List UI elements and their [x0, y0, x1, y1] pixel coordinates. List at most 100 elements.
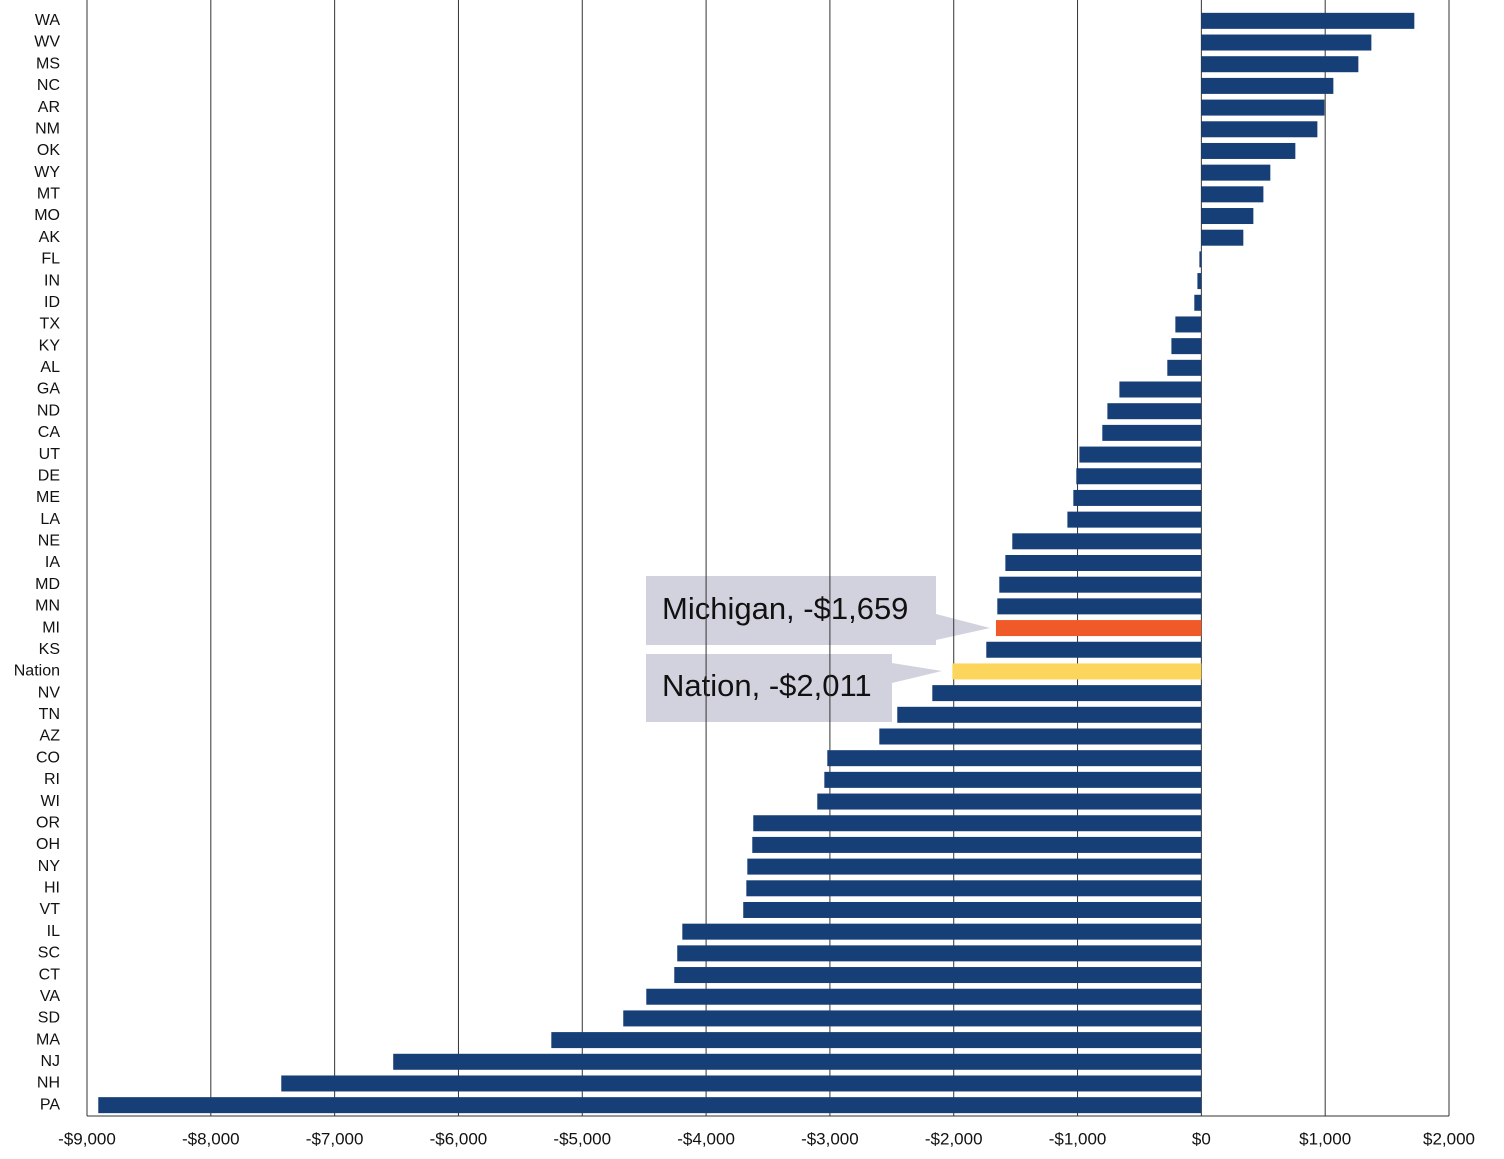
- y-tick-label: TX: [40, 316, 61, 333]
- y-tick-label: FL: [41, 251, 60, 268]
- x-tick-label: -$3,000: [801, 1129, 859, 1148]
- y-tick-label: WV: [34, 34, 60, 51]
- y-tick-label: NH: [37, 1075, 60, 1092]
- bar: [1201, 186, 1264, 203]
- y-tick-label: CA: [38, 424, 61, 441]
- y-tick-label: VA: [40, 988, 60, 1005]
- bar: [1079, 446, 1202, 463]
- y-tick-label: VT: [40, 901, 61, 918]
- bar: [1201, 121, 1318, 138]
- y-tick-label: CO: [36, 749, 60, 766]
- bar: [747, 858, 1202, 875]
- y-tick-label: OK: [37, 142, 60, 159]
- x-tick-label: -$9,000: [58, 1129, 116, 1148]
- y-tick-label: WY: [34, 164, 60, 181]
- bar: [1167, 359, 1202, 376]
- y-tick-label: DE: [38, 467, 60, 484]
- bar: [1005, 555, 1202, 571]
- y-tick-label: NE: [38, 533, 60, 550]
- y-tick-label: NJ: [40, 1053, 60, 1070]
- bar: [746, 880, 1202, 897]
- x-tick-label: -$1,000: [1049, 1129, 1107, 1148]
- bar: [1201, 142, 1296, 159]
- y-tick-label: ND: [37, 402, 60, 419]
- bar: [1067, 511, 1202, 528]
- y-tick-label: IL: [47, 923, 60, 940]
- x-tick-label: -$5,000: [553, 1129, 611, 1148]
- bar: [646, 988, 1202, 1005]
- bar: [1175, 316, 1202, 333]
- bar: [995, 620, 1202, 637]
- y-tick-label: OR: [36, 814, 60, 831]
- bar: [1201, 12, 1415, 29]
- bar: [752, 836, 1202, 853]
- bar: [827, 750, 1202, 767]
- bar: [1201, 99, 1325, 116]
- bar: [897, 706, 1202, 723]
- y-tick-label: MO: [34, 207, 60, 224]
- bar: [753, 815, 1202, 832]
- bar: [1171, 338, 1202, 355]
- y-tick-label: ID: [44, 294, 60, 311]
- bar: [817, 793, 1202, 810]
- bar: [1197, 273, 1202, 290]
- bar: [677, 945, 1202, 962]
- y-tick-label: MI: [42, 619, 60, 636]
- y-tick-label: HI: [44, 880, 60, 897]
- bar: [997, 598, 1202, 615]
- bar: [1201, 164, 1271, 181]
- y-tick-label: NC: [37, 77, 60, 94]
- x-tick-label: -$6,000: [430, 1129, 488, 1148]
- bar: [1073, 489, 1202, 506]
- y-tick-label: IA: [45, 554, 60, 571]
- bar: [674, 967, 1202, 984]
- bar: [743, 901, 1202, 918]
- y-tick-label: MS: [36, 55, 60, 72]
- y-tick-label: OH: [36, 836, 60, 853]
- bar: [1201, 56, 1359, 73]
- y-tick-label: TN: [39, 706, 60, 723]
- bar: [1076, 468, 1202, 485]
- annotation: Nation, -$2,011: [662, 668, 872, 703]
- y-tick-label: KS: [39, 641, 60, 658]
- annotation: Michigan, -$1,659: [662, 591, 908, 626]
- y-tick-label: NV: [38, 684, 61, 701]
- bar: [1012, 533, 1202, 550]
- y-tick-label: GA: [37, 381, 60, 398]
- bar: [824, 771, 1202, 788]
- y-tick-label: NM: [35, 120, 60, 137]
- bar: [682, 923, 1202, 940]
- bar: [623, 1010, 1202, 1027]
- bar: [1199, 251, 1202, 268]
- x-tick-label: -$7,000: [306, 1129, 364, 1148]
- y-tick-label: SC: [38, 945, 60, 962]
- bar: [932, 685, 1202, 702]
- y-tick-label: PA: [40, 1096, 60, 1113]
- y-tick-label: AK: [39, 229, 61, 246]
- bar: [98, 1097, 1202, 1114]
- y-tick-label: MT: [37, 186, 60, 203]
- x-tick-label: -$4,000: [677, 1129, 735, 1148]
- y-tick-label: CT: [39, 966, 61, 983]
- bar: [1194, 294, 1202, 311]
- bar: [551, 1032, 1202, 1049]
- y-tick-label: AL: [40, 359, 60, 376]
- bar: [393, 1053, 1202, 1070]
- y-tick-label: LA: [40, 511, 60, 528]
- y-tick-label: KY: [39, 337, 61, 354]
- bar: [879, 728, 1202, 745]
- bar: [986, 641, 1202, 658]
- bar: [1119, 381, 1202, 398]
- y-tick-label: NY: [38, 858, 61, 875]
- x-tick-label: $0: [1192, 1129, 1211, 1148]
- bar: [952, 663, 1202, 680]
- y-tick-label: AZ: [40, 728, 61, 745]
- y-tick-label: MD: [35, 576, 60, 593]
- y-tick-label: UT: [39, 446, 61, 463]
- x-tick-label: -$8,000: [182, 1129, 240, 1148]
- y-tick-label: Nation: [14, 663, 60, 680]
- x-tick-label: $1,000: [1299, 1129, 1351, 1148]
- y-tick-label: MA: [36, 1031, 60, 1048]
- bar: [1201, 208, 1254, 225]
- y-tick-label: IN: [44, 272, 60, 289]
